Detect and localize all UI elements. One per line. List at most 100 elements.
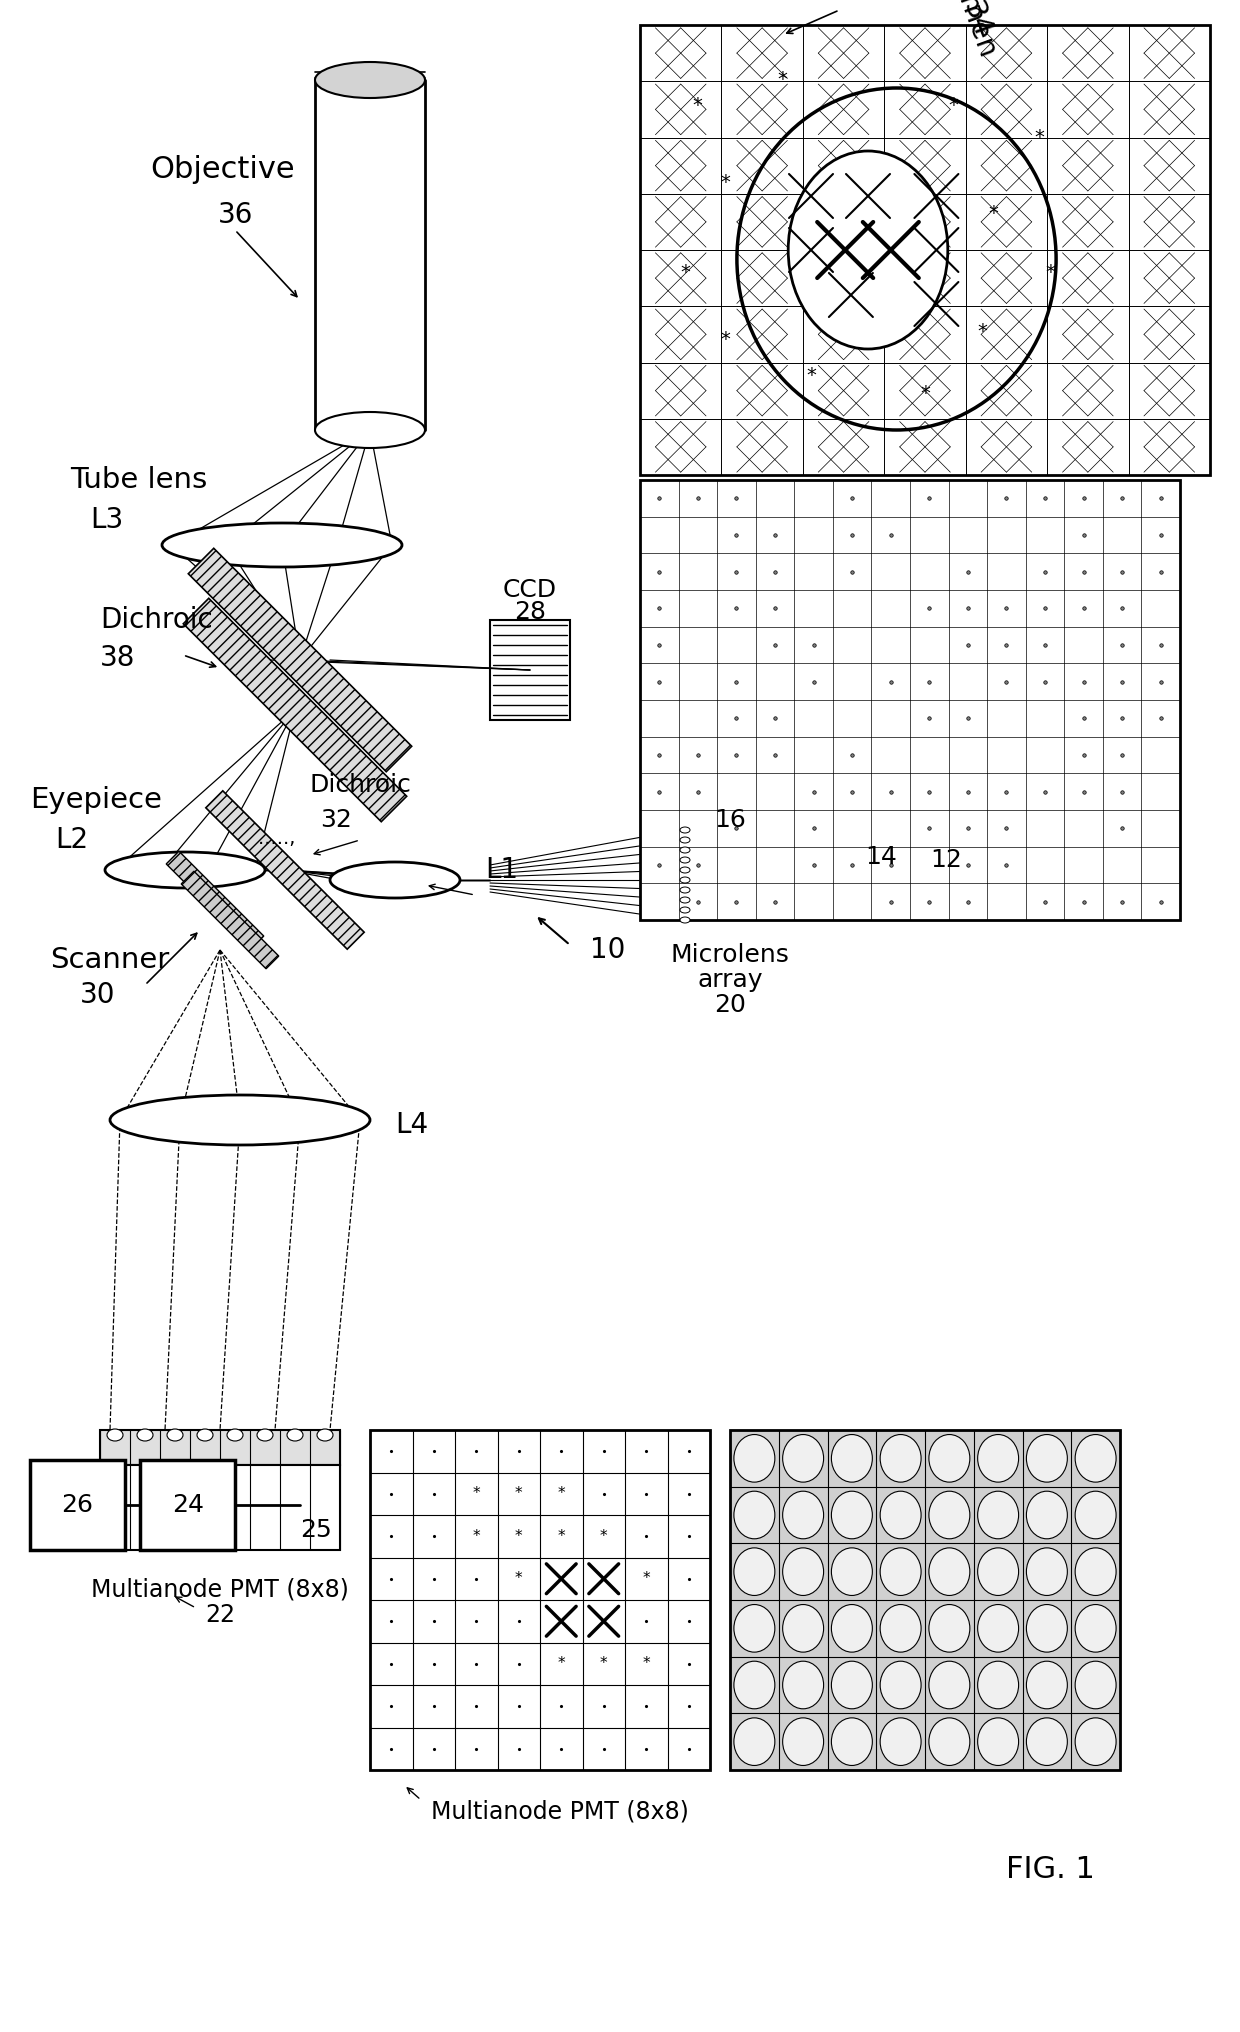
Bar bbox=[640, 480, 1180, 920]
Text: *: * bbox=[681, 262, 691, 282]
Ellipse shape bbox=[977, 1717, 1018, 1766]
Polygon shape bbox=[166, 851, 264, 949]
Polygon shape bbox=[184, 597, 407, 821]
Ellipse shape bbox=[977, 1435, 1018, 1481]
Ellipse shape bbox=[197, 1428, 213, 1441]
Text: .....,: ....., bbox=[258, 829, 301, 847]
Text: 30: 30 bbox=[81, 981, 115, 1010]
Text: *: * bbox=[472, 1528, 480, 1544]
Ellipse shape bbox=[880, 1435, 921, 1481]
Bar bbox=[730, 1431, 1120, 1770]
Ellipse shape bbox=[317, 1428, 334, 1441]
Text: *: * bbox=[720, 173, 730, 191]
Text: *: * bbox=[515, 1571, 522, 1587]
Ellipse shape bbox=[1027, 1605, 1068, 1652]
Ellipse shape bbox=[929, 1435, 970, 1481]
Text: *: * bbox=[1045, 262, 1055, 282]
Ellipse shape bbox=[1075, 1605, 1116, 1652]
Ellipse shape bbox=[257, 1428, 273, 1441]
Text: *: * bbox=[558, 1528, 565, 1544]
Ellipse shape bbox=[315, 63, 425, 98]
Ellipse shape bbox=[680, 858, 689, 864]
Ellipse shape bbox=[105, 851, 265, 888]
Ellipse shape bbox=[107, 1428, 123, 1441]
Ellipse shape bbox=[929, 1491, 970, 1538]
Text: Scanner: Scanner bbox=[50, 947, 169, 973]
Text: 16: 16 bbox=[714, 809, 746, 831]
Ellipse shape bbox=[680, 916, 689, 923]
Text: 14: 14 bbox=[866, 845, 897, 870]
Ellipse shape bbox=[734, 1491, 775, 1538]
Text: *: * bbox=[600, 1656, 608, 1670]
Ellipse shape bbox=[977, 1491, 1018, 1538]
Bar bbox=[100, 1431, 340, 1465]
Ellipse shape bbox=[1075, 1491, 1116, 1538]
Text: Eyepiece: Eyepiece bbox=[30, 786, 162, 815]
Text: 34: 34 bbox=[957, 0, 997, 43]
Text: CCD: CCD bbox=[503, 577, 557, 601]
Ellipse shape bbox=[929, 1662, 970, 1709]
Text: 38: 38 bbox=[100, 644, 135, 673]
Ellipse shape bbox=[680, 827, 689, 833]
Ellipse shape bbox=[782, 1605, 823, 1652]
Ellipse shape bbox=[734, 1605, 775, 1652]
Text: *: * bbox=[558, 1656, 565, 1670]
Ellipse shape bbox=[315, 412, 425, 447]
Ellipse shape bbox=[831, 1662, 873, 1709]
Ellipse shape bbox=[680, 906, 689, 912]
Ellipse shape bbox=[880, 1662, 921, 1709]
Ellipse shape bbox=[782, 1548, 823, 1595]
Ellipse shape bbox=[929, 1605, 970, 1652]
Text: L3: L3 bbox=[91, 506, 123, 534]
Text: 22: 22 bbox=[205, 1603, 236, 1628]
Ellipse shape bbox=[977, 1605, 1018, 1652]
Text: array: array bbox=[697, 967, 763, 992]
Ellipse shape bbox=[330, 862, 460, 898]
Text: Objective: Objective bbox=[150, 156, 295, 185]
Text: 36: 36 bbox=[218, 201, 253, 230]
Ellipse shape bbox=[1027, 1548, 1068, 1595]
Text: Microlens: Microlens bbox=[671, 943, 790, 967]
Text: L2: L2 bbox=[55, 825, 88, 853]
Ellipse shape bbox=[162, 522, 402, 567]
Text: FIG. 1: FIG. 1 bbox=[1006, 1855, 1095, 1884]
Ellipse shape bbox=[782, 1435, 823, 1481]
Text: Dichroic: Dichroic bbox=[100, 606, 213, 634]
Text: Dichroic: Dichroic bbox=[310, 772, 412, 797]
Text: 28: 28 bbox=[515, 599, 546, 624]
Ellipse shape bbox=[680, 847, 689, 853]
Text: *: * bbox=[977, 321, 987, 341]
Ellipse shape bbox=[782, 1662, 823, 1709]
Text: *: * bbox=[472, 1485, 480, 1502]
Text: Specimen: Specimen bbox=[925, 0, 1001, 63]
Text: 26: 26 bbox=[61, 1494, 93, 1518]
Ellipse shape bbox=[782, 1491, 823, 1538]
Bar bbox=[680, 839, 780, 920]
Ellipse shape bbox=[880, 1491, 921, 1538]
Text: L1: L1 bbox=[485, 855, 518, 884]
Ellipse shape bbox=[782, 1717, 823, 1766]
Text: *: * bbox=[920, 384, 930, 404]
Ellipse shape bbox=[136, 1428, 153, 1441]
Bar bbox=[640, 24, 1210, 475]
Ellipse shape bbox=[680, 888, 689, 892]
Ellipse shape bbox=[734, 1548, 775, 1595]
Text: *: * bbox=[777, 69, 787, 89]
Bar bbox=[490, 620, 570, 719]
Ellipse shape bbox=[1075, 1548, 1116, 1595]
Text: *: * bbox=[692, 96, 702, 116]
Text: Tube lens: Tube lens bbox=[69, 465, 207, 494]
Text: 25: 25 bbox=[300, 1518, 332, 1542]
Ellipse shape bbox=[880, 1548, 921, 1595]
Ellipse shape bbox=[831, 1491, 873, 1538]
Text: Multianode PMT (8x8): Multianode PMT (8x8) bbox=[432, 1800, 689, 1825]
Ellipse shape bbox=[831, 1605, 873, 1652]
Ellipse shape bbox=[110, 1095, 370, 1144]
Ellipse shape bbox=[734, 1662, 775, 1709]
Text: *: * bbox=[515, 1528, 522, 1544]
Bar bbox=[370, 1431, 711, 1770]
Ellipse shape bbox=[680, 837, 689, 843]
Ellipse shape bbox=[831, 1548, 873, 1595]
Ellipse shape bbox=[831, 1435, 873, 1481]
Ellipse shape bbox=[880, 1717, 921, 1766]
